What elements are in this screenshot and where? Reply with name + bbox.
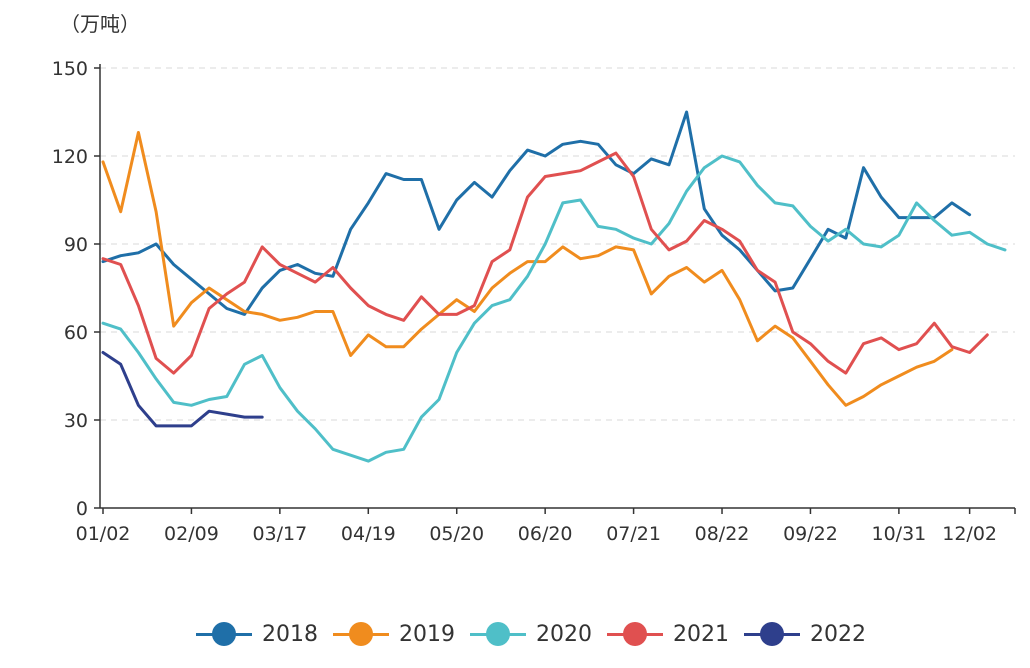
legend-swatch bbox=[333, 614, 389, 654]
legend-item-2019[interactable]: 2019 bbox=[333, 614, 455, 654]
y-tick-label: 60 bbox=[64, 322, 88, 344]
series-line-2018 bbox=[101, 110, 972, 316]
x-tick-label: 03/17 bbox=[252, 523, 307, 545]
x-tick-label: 06/20 bbox=[518, 523, 573, 545]
legend-item-2021[interactable]: 2021 bbox=[607, 614, 729, 654]
x-tick-label: 12/02 bbox=[942, 523, 997, 545]
legend-item-2022[interactable]: 2022 bbox=[744, 614, 866, 654]
y-tick-label: 120 bbox=[52, 146, 88, 168]
y-tick-label: 30 bbox=[64, 410, 88, 432]
legend: 2018 2019 2020 2021 2022 bbox=[0, 614, 1030, 654]
x-tick-label: 08/22 bbox=[695, 523, 750, 545]
legend-item-2020[interactable]: 2020 bbox=[470, 614, 592, 654]
x-tick-label: 04/19 bbox=[341, 523, 396, 545]
axes: 0 30 60 90 120 150 01/02 02/09 03/17 04/19 05/20 06… bbox=[52, 58, 1016, 545]
series-line-2021 bbox=[101, 151, 989, 375]
legend-label: 2019 bbox=[399, 621, 455, 647]
legend-swatch bbox=[470, 614, 526, 654]
series-lines bbox=[101, 110, 1007, 463]
legend-label: 2022 bbox=[810, 621, 866, 647]
legend-swatch bbox=[744, 614, 800, 654]
legend-label: 2018 bbox=[262, 621, 318, 647]
series-line-2020 bbox=[101, 154, 1007, 463]
legend-swatch bbox=[607, 614, 663, 654]
legend-item-2018[interactable]: 2018 bbox=[196, 614, 318, 654]
legend-swatch bbox=[196, 614, 252, 654]
series-line-2022 bbox=[101, 351, 264, 428]
x-tick-label: 07/21 bbox=[606, 523, 661, 545]
y-tick-label: 150 bbox=[52, 58, 88, 80]
legend-label: 2021 bbox=[673, 621, 729, 647]
x-tick-label: 10/31 bbox=[871, 523, 926, 545]
series-line-2019 bbox=[101, 131, 954, 407]
y-unit-label: （万吨） bbox=[60, 12, 140, 36]
x-tick-label: 02/09 bbox=[164, 523, 219, 545]
x-tick-label: 01/02 bbox=[76, 523, 131, 545]
x-tick-label: 09/22 bbox=[783, 523, 838, 545]
y-tick-label: 90 bbox=[64, 234, 88, 256]
x-tick-label: 05/20 bbox=[429, 523, 484, 545]
legend-label: 2020 bbox=[536, 621, 592, 647]
gridlines bbox=[100, 67, 1015, 421]
y-tick-label: 0 bbox=[76, 498, 88, 520]
